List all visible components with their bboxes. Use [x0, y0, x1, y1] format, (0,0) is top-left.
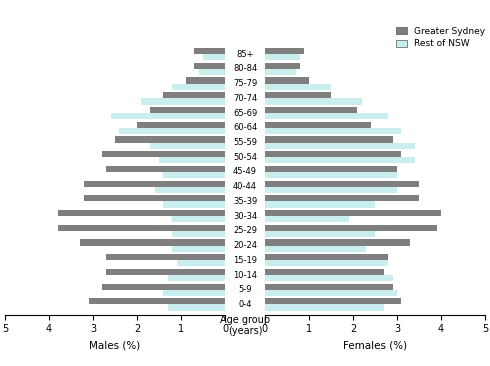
Text: 85+: 85+	[236, 50, 254, 59]
Bar	[102, 151, 225, 157]
Bar	[58, 225, 225, 231]
Text: 30-34: 30-34	[233, 212, 257, 221]
Bar	[265, 54, 300, 60]
Text: 65-69: 65-69	[233, 109, 257, 117]
Bar	[168, 275, 225, 281]
Bar	[265, 166, 397, 172]
Bar	[164, 290, 225, 296]
X-axis label: Males (%): Males (%)	[89, 340, 141, 350]
Bar	[164, 201, 225, 208]
Bar	[58, 210, 225, 216]
Bar	[106, 269, 225, 275]
Text: 75-79: 75-79	[233, 79, 257, 88]
Bar	[142, 98, 225, 105]
Text: 15-19: 15-19	[233, 256, 257, 265]
Bar	[172, 246, 225, 252]
Bar	[265, 84, 331, 90]
Bar	[265, 180, 419, 187]
Text: 50-54: 50-54	[233, 153, 257, 162]
Bar	[265, 298, 401, 305]
Bar	[265, 254, 388, 260]
Bar	[265, 210, 441, 216]
Bar	[89, 298, 225, 305]
Text: 0-4: 0-4	[238, 300, 252, 309]
Bar	[150, 142, 225, 149]
Bar	[159, 157, 225, 164]
Text: 70-74: 70-74	[233, 94, 257, 103]
Text: 20-24: 20-24	[233, 241, 257, 250]
Bar	[111, 113, 225, 119]
Bar	[265, 107, 357, 113]
Bar	[150, 107, 225, 113]
Bar	[265, 284, 392, 290]
Text: 10-14: 10-14	[233, 270, 257, 280]
Text: 5-9: 5-9	[238, 285, 252, 294]
Bar	[172, 216, 225, 222]
Bar	[265, 142, 415, 149]
Bar	[265, 290, 397, 296]
Legend: Greater Sydney, Rest of NSW: Greater Sydney, Rest of NSW	[396, 27, 485, 48]
Bar	[265, 48, 304, 54]
Bar	[203, 54, 225, 60]
Text: 80-84: 80-84	[233, 64, 257, 74]
Text: 55-59: 55-59	[233, 138, 257, 147]
Bar	[265, 231, 375, 237]
Bar	[265, 157, 415, 164]
Bar	[106, 254, 225, 260]
X-axis label: Females (%): Females (%)	[343, 340, 407, 350]
Bar	[120, 128, 225, 134]
Bar	[84, 180, 225, 187]
Bar	[195, 63, 225, 69]
Bar	[265, 78, 309, 84]
Bar	[265, 137, 392, 142]
Bar	[265, 260, 388, 266]
Bar	[265, 69, 295, 75]
Bar	[265, 63, 300, 69]
Bar	[265, 98, 362, 105]
Bar	[172, 84, 225, 90]
Bar	[265, 201, 375, 208]
Bar	[186, 78, 225, 84]
Bar	[265, 128, 401, 134]
Bar	[265, 246, 366, 252]
Bar	[80, 239, 225, 246]
Bar	[172, 231, 225, 237]
Bar	[84, 195, 225, 201]
Bar	[265, 239, 410, 246]
Bar	[164, 172, 225, 178]
Bar	[265, 92, 331, 98]
Bar	[265, 275, 392, 281]
Bar	[265, 305, 384, 311]
Bar	[168, 305, 225, 311]
Bar	[106, 166, 225, 172]
Bar	[265, 195, 419, 201]
Text: 40-44: 40-44	[233, 182, 257, 191]
Bar	[199, 69, 225, 75]
Bar	[137, 122, 225, 128]
Bar	[265, 225, 437, 231]
Bar	[102, 284, 225, 290]
Bar	[265, 113, 388, 119]
Bar	[177, 260, 225, 266]
Text: 45-49: 45-49	[233, 168, 257, 176]
Bar	[265, 269, 384, 275]
Bar	[265, 151, 401, 157]
Text: 60-64: 60-64	[233, 123, 257, 132]
Text: Age group
(years): Age group (years)	[220, 315, 270, 336]
Bar	[195, 48, 225, 54]
Bar	[265, 172, 397, 178]
Bar	[115, 137, 225, 142]
Bar	[265, 187, 397, 193]
Bar	[265, 216, 348, 222]
Text: 25-29: 25-29	[233, 226, 257, 235]
Bar	[164, 92, 225, 98]
Bar	[265, 122, 370, 128]
Bar	[155, 187, 225, 193]
Text: 35-39: 35-39	[233, 197, 257, 206]
